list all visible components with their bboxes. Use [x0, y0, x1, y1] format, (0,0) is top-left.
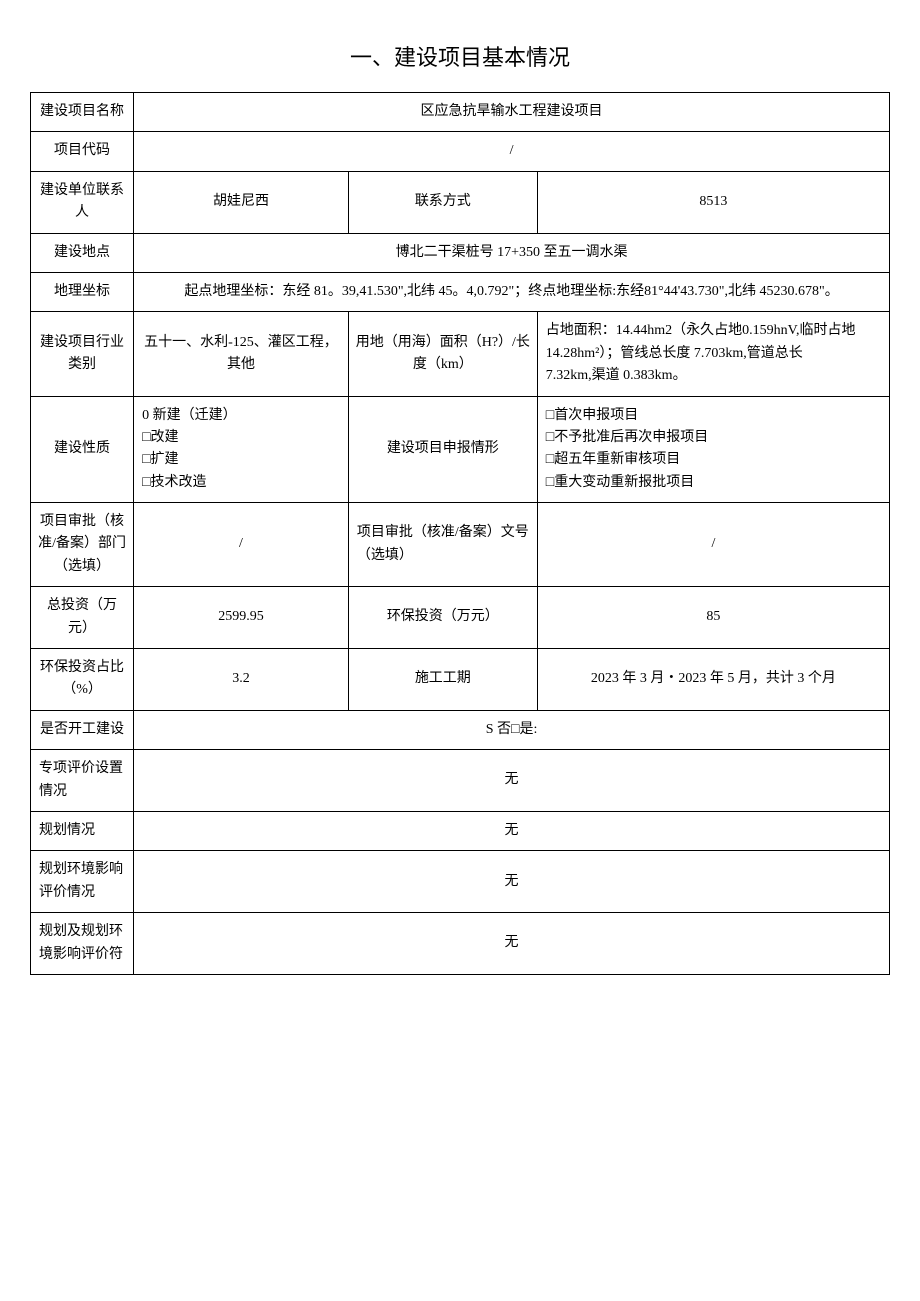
label-project-code: 项目代码 [31, 132, 134, 171]
label-planning: 规划情况 [31, 811, 134, 850]
table-row: 地理坐标 起点地理坐标：东经 81。39,41.530",北纬 45。4,0.7… [31, 272, 890, 311]
table-row: 专项评价设置情况 无 [31, 750, 890, 812]
label-contact-method: 联系方式 [348, 171, 537, 233]
value-planning-env: 无 [134, 851, 890, 913]
label-duration: 施工工期 [348, 649, 537, 711]
value-special-eval: 无 [134, 750, 890, 812]
value-industry: 五十一、水利-125、灌区工程，其他 [134, 312, 349, 396]
table-row: 项目审批（核准/备案）部门（选填） / 项目审批（核准/备案）文号（选填） / [31, 503, 890, 587]
value-nature: 0 新建（迁建）□改建□扩建□技术改造 [134, 396, 349, 503]
label-industry: 建设项目行业类别 [31, 312, 134, 396]
table-row: 总投资（万元） 2599.95 环保投资（万元） 85 [31, 587, 890, 649]
table-row: 建设性质 0 新建（迁建）□改建□扩建□技术改造 建设项目申报情形 □首次申报项… [31, 396, 890, 503]
label-contact: 建设单位联系人 [31, 171, 134, 233]
value-approval-no: / [537, 503, 889, 587]
table-row: 规划环境影响评价情况 无 [31, 851, 890, 913]
value-contact-method: 8513 [537, 171, 889, 233]
value-location: 博北二干渠桩号 17+350 至五一调水渠 [134, 233, 890, 272]
value-env-invest: 85 [537, 587, 889, 649]
label-approval-no: 项目审批（核准/备案）文号（选填） [348, 503, 537, 587]
value-apply-type: □首次申报项目□不予批准后再次申报项目□超五年重新审核项目□重大变动重新报批项目 [537, 396, 889, 503]
value-duration: 2023 年 3 月・2023 年 5 月，共计 3 个月 [537, 649, 889, 711]
value-coords: 起点地理坐标：东经 81。39,41.530",北纬 45。4,0.792"；终… [134, 272, 890, 311]
value-project-code: / [134, 132, 890, 171]
label-special-eval: 专项评价设置情况 [31, 750, 134, 812]
table-row: 建设单位联系人 胡娃尼西 联系方式 8513 [31, 171, 890, 233]
value-approval-dept: / [134, 503, 349, 587]
value-env-ratio: 3.2 [134, 649, 349, 711]
table-row: 建设项目行业类别 五十一、水利-125、灌区工程，其他 用地（用海）面积（H?）… [31, 312, 890, 396]
value-land-area: 占地面积：14.44hm2（永久占地0.159hnV,临时占地 14.28hm²… [537, 312, 889, 396]
label-land-area: 用地（用海）面积（H?）/长度（km） [348, 312, 537, 396]
value-project-name: 区应急抗旱输水工程建设项目 [134, 93, 890, 132]
table-row: 建设项目名称 区应急抗旱输水工程建设项目 [31, 93, 890, 132]
table-row: 建设地点 博北二干渠桩号 17+350 至五一调水渠 [31, 233, 890, 272]
page-title: 一、建设项目基本情况 [30, 40, 890, 72]
label-env-invest: 环保投资（万元） [348, 587, 537, 649]
label-planning-conform: 规划及规划环境影响评价符 [31, 913, 134, 975]
label-approval-dept: 项目审批（核准/备案）部门（选填） [31, 503, 134, 587]
table-row: 规划情况 无 [31, 811, 890, 850]
label-total-invest: 总投资（万元） [31, 587, 134, 649]
table-row: 规划及规划环境影响评价符 无 [31, 913, 890, 975]
label-project-name: 建设项目名称 [31, 93, 134, 132]
table-row: 项目代码 / [31, 132, 890, 171]
value-total-invest: 2599.95 [134, 587, 349, 649]
table-row: 环保投资占比（%） 3.2 施工工期 2023 年 3 月・2023 年 5 月… [31, 649, 890, 711]
label-nature: 建设性质 [31, 396, 134, 503]
value-planning-conform: 无 [134, 913, 890, 975]
value-contact-person: 胡娃尼西 [134, 171, 349, 233]
table-row: 是否开工建设 S 否□是: [31, 710, 890, 749]
label-coords: 地理坐标 [31, 272, 134, 311]
label-planning-env: 规划环境影响评价情况 [31, 851, 134, 913]
value-planning: 无 [134, 811, 890, 850]
label-apply-type: 建设项目申报情形 [348, 396, 537, 503]
info-table: 建设项目名称 区应急抗旱输水工程建设项目 项目代码 / 建设单位联系人 胡娃尼西… [30, 92, 890, 975]
value-started: S 否□是: [134, 710, 890, 749]
label-env-ratio: 环保投资占比（%） [31, 649, 134, 711]
label-location: 建设地点 [31, 233, 134, 272]
label-started: 是否开工建设 [31, 710, 134, 749]
